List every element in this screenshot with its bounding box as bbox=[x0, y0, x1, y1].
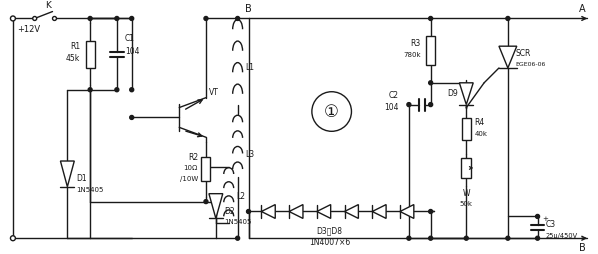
Text: C2: C2 bbox=[389, 91, 399, 100]
Circle shape bbox=[429, 17, 432, 21]
Text: L3: L3 bbox=[246, 150, 255, 158]
Circle shape bbox=[312, 92, 352, 131]
Circle shape bbox=[130, 88, 134, 92]
Circle shape bbox=[53, 17, 56, 21]
Text: R4: R4 bbox=[474, 118, 484, 127]
Circle shape bbox=[204, 200, 208, 203]
Text: 25μ/450V: 25μ/450V bbox=[545, 233, 578, 239]
FancyBboxPatch shape bbox=[461, 158, 471, 178]
Circle shape bbox=[33, 17, 36, 21]
Text: A: A bbox=[579, 4, 585, 13]
Circle shape bbox=[506, 17, 510, 21]
Text: 104: 104 bbox=[385, 103, 399, 112]
Text: B: B bbox=[579, 243, 585, 253]
Text: B: B bbox=[245, 4, 252, 13]
Text: 1N4007×6: 1N4007×6 bbox=[309, 238, 350, 247]
Text: ①: ① bbox=[324, 103, 339, 120]
FancyBboxPatch shape bbox=[462, 118, 471, 140]
FancyBboxPatch shape bbox=[202, 157, 210, 181]
Circle shape bbox=[429, 236, 432, 240]
Polygon shape bbox=[60, 161, 74, 187]
Circle shape bbox=[115, 88, 119, 92]
Text: R1: R1 bbox=[70, 42, 80, 51]
Text: D1: D1 bbox=[77, 174, 87, 183]
Text: R2: R2 bbox=[188, 153, 198, 162]
Circle shape bbox=[236, 236, 240, 240]
Circle shape bbox=[115, 17, 119, 21]
Text: 45k: 45k bbox=[66, 54, 80, 62]
Circle shape bbox=[204, 17, 208, 21]
Text: D2: D2 bbox=[224, 207, 234, 216]
Circle shape bbox=[236, 17, 240, 21]
Text: 1N5405: 1N5405 bbox=[77, 187, 103, 193]
Polygon shape bbox=[344, 204, 358, 218]
Text: 10Ω: 10Ω bbox=[184, 165, 198, 171]
Circle shape bbox=[88, 88, 92, 92]
Text: 50k: 50k bbox=[460, 201, 473, 207]
Circle shape bbox=[536, 214, 539, 218]
Text: EGE06-06: EGE06-06 bbox=[516, 61, 546, 67]
Text: C1: C1 bbox=[125, 34, 135, 43]
Text: L2: L2 bbox=[237, 192, 246, 201]
Polygon shape bbox=[459, 83, 473, 105]
Circle shape bbox=[130, 17, 134, 21]
Polygon shape bbox=[499, 46, 517, 68]
Text: W: W bbox=[462, 189, 470, 198]
Text: 40k: 40k bbox=[474, 131, 487, 137]
Text: C3: C3 bbox=[545, 220, 556, 229]
Circle shape bbox=[10, 236, 16, 241]
Text: 780k: 780k bbox=[403, 52, 421, 58]
Text: 1N5405: 1N5405 bbox=[224, 219, 251, 225]
Polygon shape bbox=[400, 204, 414, 218]
Circle shape bbox=[464, 236, 468, 240]
FancyBboxPatch shape bbox=[426, 37, 435, 65]
Circle shape bbox=[536, 236, 539, 240]
Text: D9: D9 bbox=[448, 89, 459, 98]
Circle shape bbox=[130, 116, 134, 119]
Text: +12V: +12V bbox=[17, 25, 40, 34]
Text: R3: R3 bbox=[410, 39, 421, 48]
Circle shape bbox=[429, 210, 432, 213]
FancyBboxPatch shape bbox=[86, 41, 94, 68]
Circle shape bbox=[10, 16, 16, 21]
Text: 104: 104 bbox=[125, 47, 139, 56]
Polygon shape bbox=[317, 204, 331, 218]
Text: K: K bbox=[45, 1, 51, 10]
Circle shape bbox=[246, 210, 251, 213]
Circle shape bbox=[407, 103, 411, 107]
Text: +: + bbox=[542, 216, 548, 223]
Circle shape bbox=[429, 103, 432, 107]
Text: L1: L1 bbox=[246, 64, 255, 72]
Text: VT: VT bbox=[209, 88, 219, 97]
Polygon shape bbox=[261, 204, 275, 218]
Polygon shape bbox=[289, 204, 303, 218]
Text: SCR: SCR bbox=[516, 49, 531, 58]
Circle shape bbox=[429, 81, 432, 85]
Circle shape bbox=[88, 17, 92, 21]
Polygon shape bbox=[209, 194, 223, 218]
Text: /10W: /10W bbox=[180, 176, 198, 182]
Circle shape bbox=[506, 236, 510, 240]
Circle shape bbox=[407, 236, 411, 240]
Text: D3～D8: D3～D8 bbox=[317, 227, 343, 236]
Polygon shape bbox=[372, 204, 386, 218]
